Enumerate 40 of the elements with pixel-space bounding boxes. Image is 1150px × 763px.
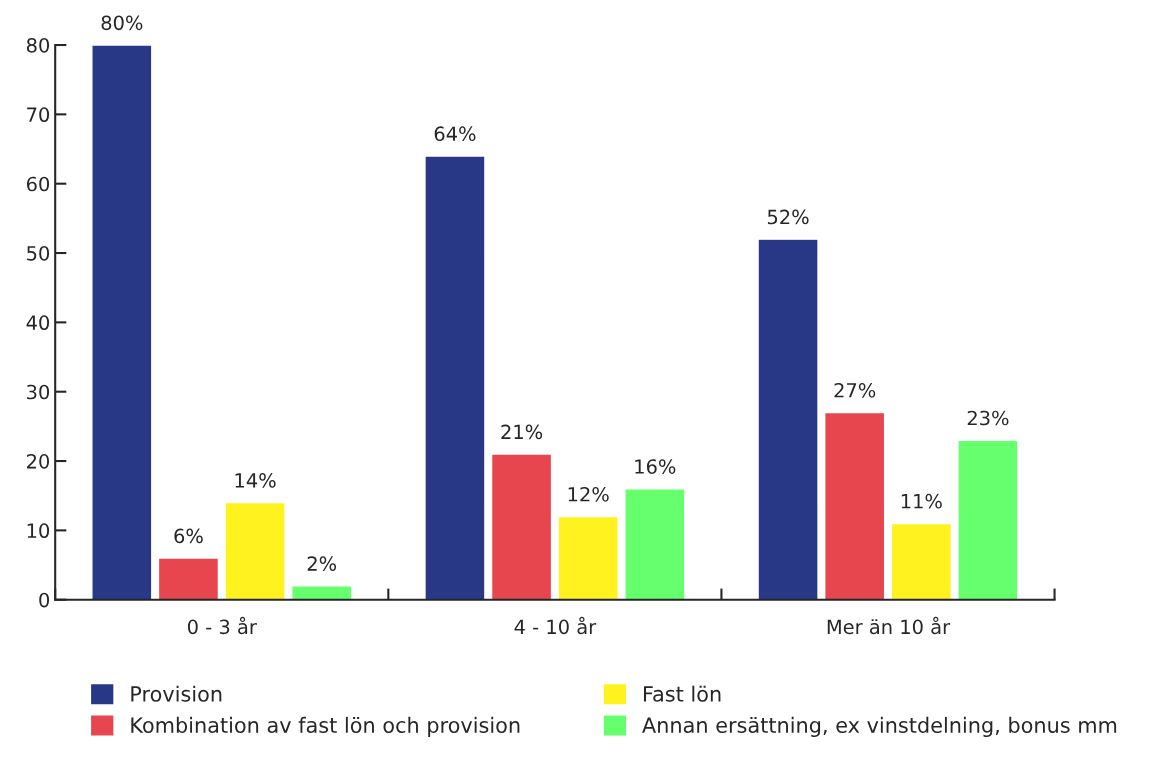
legend-label: Fast lön: [643, 685, 721, 702]
bar: [224, 501, 286, 600]
legend-label: Annan ersättning, ex vinstdelning, bonus mm: [642, 716, 1117, 738]
bar: [157, 557, 220, 600]
data-label: 21%: [501, 424, 543, 440]
data-label: 12%: [568, 486, 609, 502]
x-tick-label: 0 - 3 år: [187, 616, 257, 635]
y-tick-label: 80: [26, 37, 50, 53]
bar: [957, 439, 1019, 600]
bar: [557, 515, 619, 600]
bar: [490, 453, 553, 600]
y-tick-label: 50: [27, 245, 50, 261]
bar: [757, 238, 819, 600]
data-label: 6%: [174, 528, 203, 544]
data-label: 52%: [767, 209, 809, 225]
data-label: 64%: [434, 126, 476, 142]
y-tick-label: 0: [39, 592, 50, 608]
y-tick-label: 20: [27, 454, 50, 469]
data-label: 11%: [901, 493, 942, 509]
data-label: 23%: [967, 410, 1009, 426]
bar: [291, 585, 353, 600]
bar: [890, 522, 952, 600]
bar: [624, 488, 686, 600]
data-label: 80%: [101, 15, 143, 31]
data-label: 14%: [235, 473, 276, 488]
data-label: 2%: [307, 556, 337, 571]
x-tick-label: Mer än 10 år: [827, 616, 951, 635]
legend-label: Kombination av fast lön och provision: [131, 716, 520, 738]
y-tick-label: 60: [26, 176, 50, 192]
y-tick-label: 30: [27, 384, 50, 400]
bar: [424, 155, 486, 600]
x-tick-label: 4 - 10 år: [514, 616, 597, 635]
bar: [824, 411, 886, 600]
y-tick-label: 70: [27, 107, 50, 123]
data-label: 16%: [635, 459, 676, 474]
bar: [91, 45, 153, 600]
y-tick-label: 10: [27, 523, 50, 539]
legend-label: Provision: [131, 685, 222, 702]
data-label: 27%: [834, 382, 876, 398]
y-tick-label: 40: [26, 315, 50, 331]
